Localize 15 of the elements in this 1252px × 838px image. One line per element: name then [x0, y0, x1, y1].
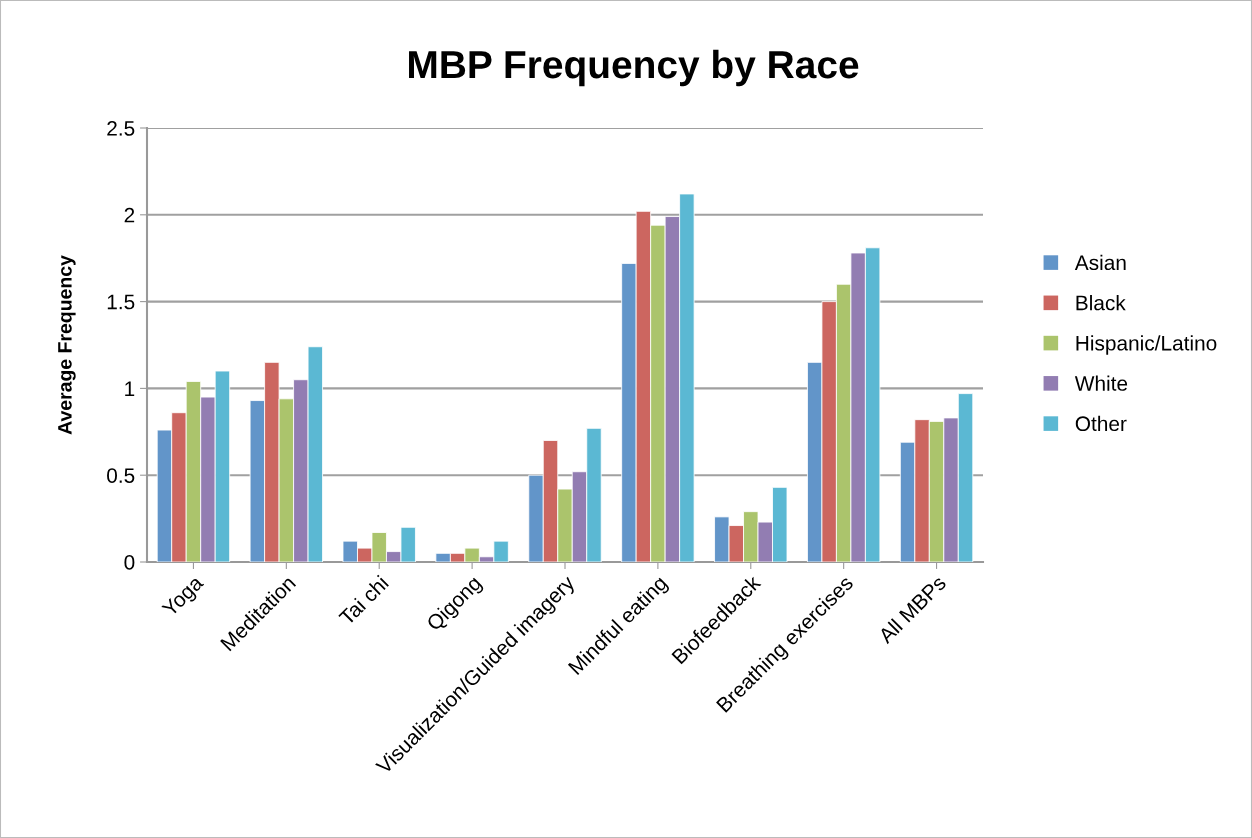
legend-label: Asian — [1074, 254, 1126, 271]
x-tick-label: Yoga — [161, 574, 208, 621]
legend-label: Hispanic/Latino — [1076, 335, 1217, 355]
y-tick-label: 2.5 — [107, 121, 135, 136]
y-tick-label: 2 — [124, 207, 135, 223]
y-tick-label: 0 — [124, 555, 135, 570]
legend-label: Other — [1075, 415, 1127, 432]
legend-label: White — [1074, 375, 1128, 391]
chart-title: MBP Frequency by Race — [409, 49, 859, 87]
y-tick-label: 0.5 — [107, 468, 135, 483]
y-tick-label: 1.5 — [107, 294, 135, 310]
x-tick-label: Tai chi — [337, 574, 390, 627]
legend-label: Black — [1076, 295, 1126, 311]
y-tick-label: 1 — [125, 381, 135, 396]
y-axis-title: Average Frequency — [58, 255, 76, 435]
